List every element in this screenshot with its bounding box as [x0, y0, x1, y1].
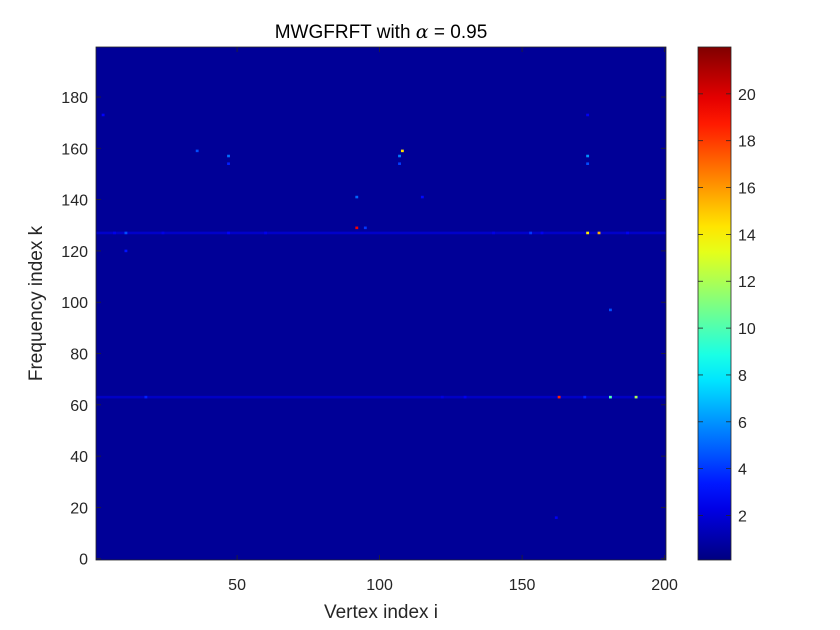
y-tick-label: 40	[70, 449, 88, 466]
heatmap-cell	[355, 226, 359, 230]
y-tick-label: 60	[70, 398, 88, 415]
x-tick-label: 50	[228, 577, 246, 594]
x-tick-label: 100	[366, 577, 393, 594]
heatmap-cell	[626, 231, 629, 235]
title-prefix: MWGFRFT with	[275, 22, 416, 43]
colorbar-tick-label: 8	[738, 368, 747, 385]
x-axis-label: Vertex index i	[324, 602, 438, 623]
heatmap-cell	[227, 231, 230, 235]
heatmap-cell	[586, 231, 590, 235]
y-tick-label: 80	[70, 347, 88, 364]
heatmap-cell	[227, 154, 230, 158]
heatmap-cell	[492, 231, 495, 235]
row-bands	[96, 231, 666, 399]
row-band	[96, 395, 666, 399]
colorbar-tick-label: 20	[738, 87, 756, 104]
heatmap-cell	[363, 226, 367, 230]
y-axis-ticks: 0 20 40 60 80 100 120 140 160 180	[61, 90, 666, 569]
y-tick-label: 100	[61, 295, 88, 312]
heatmap-cell	[609, 308, 612, 312]
colorbar: 2 4 6 8 10 12 14 16 18 20	[697, 46, 756, 561]
heatmap-cell	[398, 162, 401, 165]
heatmap-cell	[597, 231, 601, 235]
title-suffix: = 0.95	[429, 22, 488, 43]
heatmap-cell	[124, 249, 128, 253]
y-tick-label: 180	[61, 90, 88, 107]
heatmap-cell	[420, 195, 424, 199]
plot-area	[96, 47, 666, 560]
plot-frame	[95, 46, 667, 561]
heatmap-cell	[195, 149, 199, 153]
colorbar-tick-label: 18	[738, 134, 756, 151]
y-tick-label: 160	[61, 141, 88, 158]
title-alpha-symbol: α	[416, 21, 429, 43]
y-tick-label: 0	[79, 552, 88, 569]
heatmap-cell	[144, 395, 148, 399]
y-tick-label: 20	[70, 500, 88, 517]
colorbar-tick-label: 6	[738, 415, 747, 432]
colorbar-tick-label: 16	[738, 181, 756, 198]
heatmap-cell	[355, 195, 359, 199]
colorbar-tick-label: 2	[738, 508, 747, 525]
heatmap-cell	[609, 395, 612, 399]
x-axis-ticks: 50 100 150 200	[228, 47, 678, 594]
x-tick-label: 150	[509, 577, 536, 594]
row-band	[96, 231, 666, 235]
heatmap-cell	[440, 395, 444, 399]
heatmap-cell	[463, 395, 467, 399]
colorbar-tick-label: 10	[738, 321, 756, 338]
heatmap-cells	[101, 113, 638, 519]
heatmap-cell	[264, 231, 267, 235]
heatmap-cell	[398, 154, 401, 158]
heatmap-cell	[124, 231, 128, 235]
heatmap-cell	[540, 231, 544, 235]
plot-background	[96, 47, 666, 560]
heatmap-cell	[529, 231, 533, 235]
heatmap-cell	[634, 395, 638, 399]
heatmap-cell	[586, 113, 590, 117]
y-tick-label: 140	[61, 193, 88, 210]
chart-title: MWGFRFT with α = 0.95	[275, 21, 488, 43]
heatmap-cell	[586, 162, 590, 165]
heatmap-cell	[113, 231, 116, 235]
heatmap-cell	[583, 395, 587, 399]
colorbar-tick-label: 4	[738, 462, 747, 479]
colorbar-tick-label: 14	[738, 227, 756, 244]
heatmap-cell	[557, 395, 561, 399]
heatmap-cell	[227, 162, 230, 165]
colorbar-ticks: 2 4 6 8 10 12 14 16 18 20	[698, 87, 756, 525]
heatmap-cell	[400, 149, 404, 153]
heatmap-cell	[101, 113, 105, 117]
heatmap-cell	[161, 231, 165, 235]
x-tick-label: 200	[651, 577, 678, 594]
colorbar-tick-label: 12	[738, 274, 756, 291]
y-tick-label: 120	[61, 244, 88, 261]
y-axis-label: Frequency index k	[26, 225, 47, 381]
heatmap-cell	[554, 516, 558, 519]
colorbar-gradient	[697, 46, 732, 561]
heatmap-cell	[586, 154, 590, 158]
